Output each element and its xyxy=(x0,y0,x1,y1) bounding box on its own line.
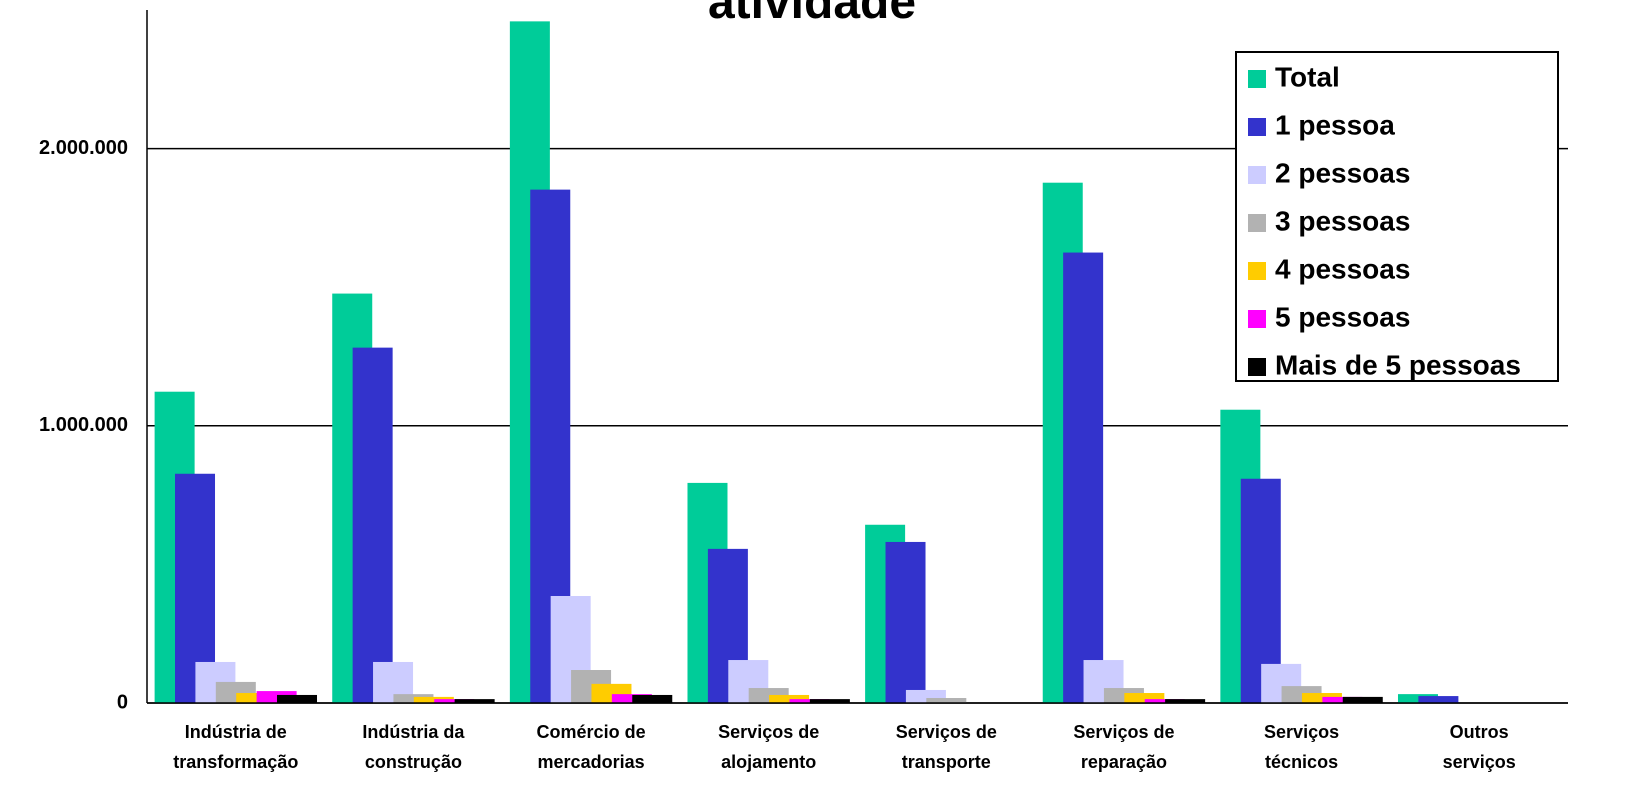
legend-swatch xyxy=(1248,358,1266,376)
bar xyxy=(413,696,454,703)
x-tick-label: transformação xyxy=(173,752,298,772)
x-tick-label: reparação xyxy=(1081,752,1167,772)
x-tick-label: transporte xyxy=(902,752,991,772)
legend-label: Mais de 5 pessoas xyxy=(1275,349,1521,380)
legend-box xyxy=(1235,51,1559,382)
y-tick-label: 0 xyxy=(117,691,128,713)
legend-swatch xyxy=(1248,118,1266,136)
legend-label: 1 pessoa xyxy=(1275,109,1395,140)
bar xyxy=(1342,696,1383,703)
bar xyxy=(632,694,673,703)
x-tick-label: Indústria de xyxy=(185,722,287,742)
bar xyxy=(1322,696,1363,703)
bar xyxy=(277,694,318,703)
x-tick-label: Serviços de xyxy=(1073,722,1174,742)
x-tick-label: Outros xyxy=(1450,722,1509,742)
x-tick-label: alojamento xyxy=(721,752,816,772)
bar xyxy=(809,699,850,703)
bar xyxy=(393,694,434,703)
bar xyxy=(1124,693,1165,703)
x-tick-label: mercadorias xyxy=(538,752,645,772)
x-tick-label: Serviços de xyxy=(896,722,997,742)
legend-label: 4 pessoas xyxy=(1275,253,1410,284)
legend-swatch xyxy=(1248,262,1266,280)
bar xyxy=(789,699,830,703)
bar xyxy=(1063,252,1104,704)
x-tick-label: técnicos xyxy=(1265,752,1338,772)
x-tick-label: construção xyxy=(365,752,462,772)
legend-swatch xyxy=(1248,214,1266,232)
bar xyxy=(1397,694,1438,703)
legend-label: 2 pessoas xyxy=(1275,157,1410,188)
legend-swatch xyxy=(1248,310,1266,328)
legend-label: 5 pessoas xyxy=(1275,301,1410,332)
bar xyxy=(1165,699,1206,703)
bar xyxy=(611,694,652,703)
legend-label: Total xyxy=(1275,61,1340,92)
bar xyxy=(1144,699,1185,703)
x-tick-label: Indústria da xyxy=(362,722,465,742)
legend-swatch xyxy=(1248,70,1266,88)
bar xyxy=(434,699,475,703)
bar xyxy=(256,691,297,703)
x-tick-label: Serviços xyxy=(1264,722,1339,742)
bar xyxy=(885,541,926,703)
bar xyxy=(236,693,277,703)
chart-title: atividade xyxy=(708,0,916,29)
legend-label: 3 pessoas xyxy=(1275,205,1410,236)
bar xyxy=(926,698,967,703)
bar xyxy=(1301,693,1342,703)
y-tick-label: 1.000.000 xyxy=(39,414,128,436)
bar xyxy=(352,347,393,703)
legend-swatch xyxy=(1248,166,1266,184)
bar xyxy=(1418,696,1459,703)
bar xyxy=(769,694,810,703)
bar xyxy=(454,699,495,703)
x-tick-label: Comércio de xyxy=(537,722,646,742)
x-tick-label: Serviços de xyxy=(718,722,819,742)
x-tick-label: serviços xyxy=(1443,752,1516,772)
y-tick-label: 2.000.000 xyxy=(39,137,128,159)
